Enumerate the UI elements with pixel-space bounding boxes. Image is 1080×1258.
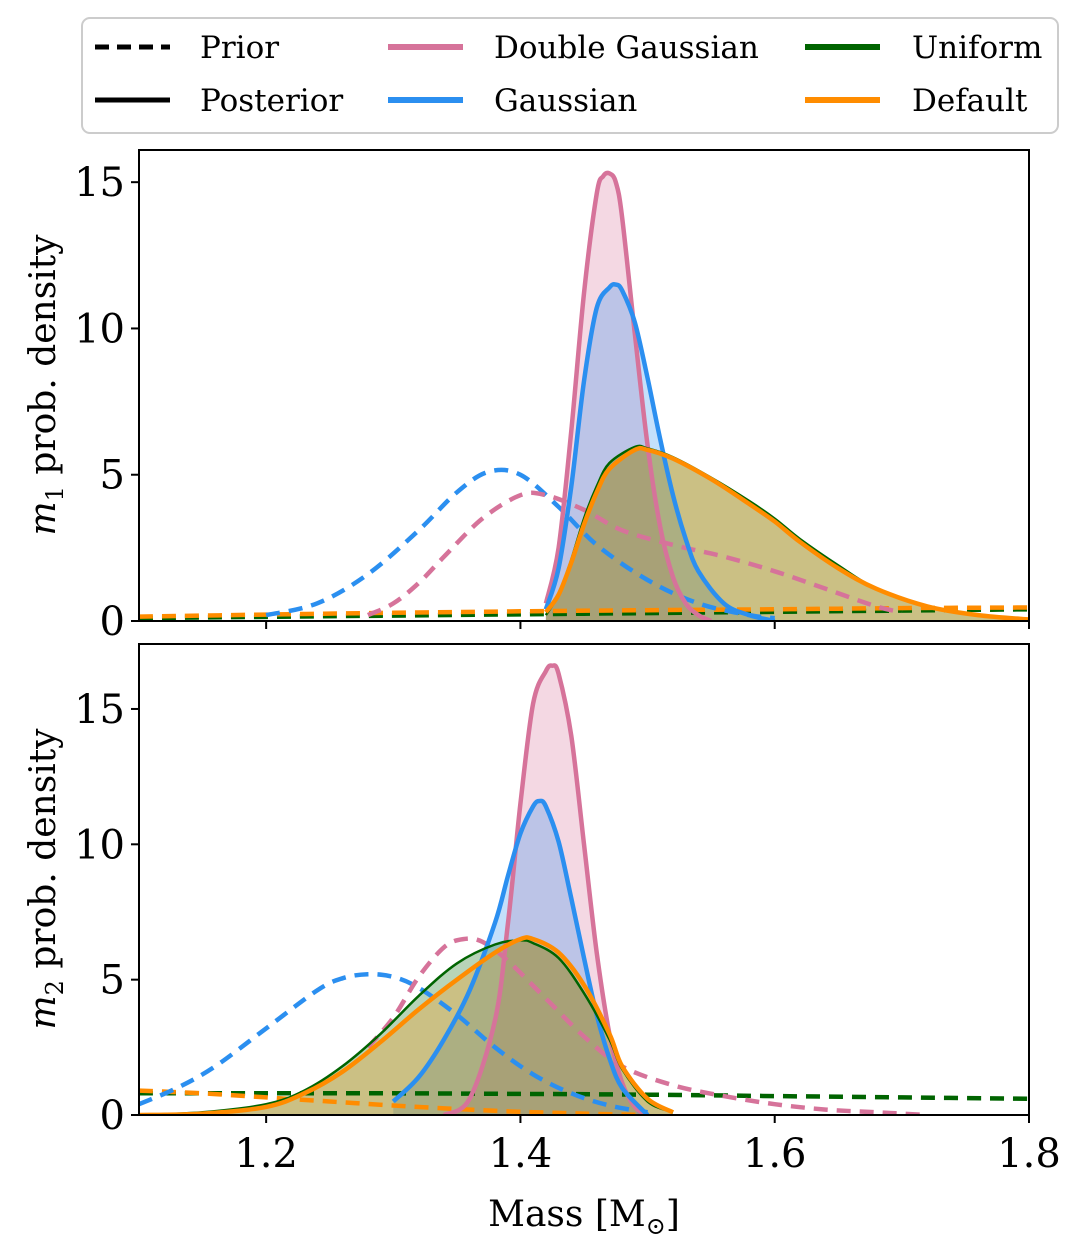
top-ytick-label-1: 5 [100,453,125,499]
panel-m1: 0 5 10 15 m1 prob. density [23,149,1030,645]
bottom-xtick-label-2: 1.6 [743,1131,807,1177]
top-ytick-label-0: 0 [100,599,125,645]
top-posterior-line-gaussian [543,282,776,621]
bottom-posterior-line-default [139,935,675,1115]
top-prior-line-double_gaussian [366,490,903,618]
x-axis-label: Mass [M⊙] [488,1194,680,1240]
legend-posterior-label: Posterior [200,83,343,119]
legend-prior-label: Prior [200,30,279,66]
bottom-fill-uniform [139,940,673,1115]
bottom-fill-default [139,937,673,1115]
legend-default-label: Default [912,83,1028,119]
bottom-ytick-label-3: 15 [74,687,125,733]
top-posterior-line-double_gaussian [543,170,713,621]
panel-m2: 0 5 10 15 1.2 1.4 1.6 1.8 m2 prob. density Mass… [23,643,1061,1240]
legend-double-gaussian-label: Double Gaussian [494,30,759,66]
bottom-prior-line-gaussian [139,971,648,1115]
top-ytick-label-3: 15 [74,160,125,206]
top-posterior-line-default [544,445,1029,621]
bottom-fill-double_gaussian [444,665,648,1115]
top-ytick-label-2: 10 [74,306,125,352]
panel-m1-ylabel: m1 prob. density [23,234,69,536]
legend-gaussian-label: Gaussian [494,83,637,119]
bottom-posterior-line-gaussian [391,798,650,1115]
bottom-prior-line-default [139,1088,648,1115]
bottom-prior-line-double_gaussian [366,936,928,1115]
bottom-ytick-label-2: 10 [74,822,125,868]
legend-uniform-label: Uniform [912,30,1042,66]
panel-m2-frame [138,643,1030,1116]
panel-m2-ylabel: m2 prob. density [23,728,69,1030]
bottom-xtick-label-3: 1.8 [997,1131,1061,1177]
bottom-prior-line-uniform [139,1091,1029,1102]
bottom-ytick-label-0: 0 [100,1093,125,1139]
bottom-xtick-label-1: 1.4 [489,1131,553,1177]
bottom-xtick-label-0: 1.2 [234,1131,298,1177]
panel-m1-frame [138,149,1030,622]
top-prior-line-uniform [139,607,1029,621]
bottom-ytick-label-1: 5 [100,958,125,1004]
top-prior-line-gaussian [265,467,775,621]
legend: Prior Posterior Double Gaussian Gaussian… [81,17,1059,134]
